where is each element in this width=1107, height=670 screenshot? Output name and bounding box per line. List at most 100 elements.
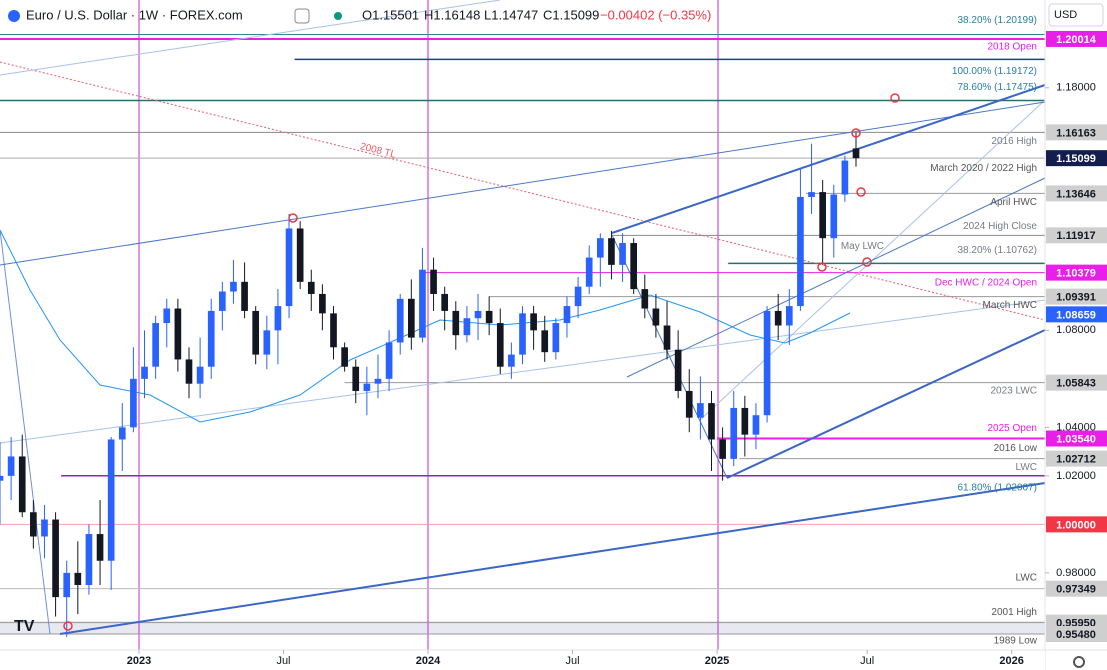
pivot-circles: [63, 93, 900, 631]
level-label: 38.20% (1.20199): [957, 15, 1037, 26]
pivot: [862, 257, 872, 267]
candle-body: [797, 196, 804, 307]
price-box-label: 1.16163: [1056, 127, 1096, 139]
level-label: 2024 High Close: [963, 221, 1037, 232]
candle-body: [52, 519, 59, 598]
candle-body: [452, 310, 460, 336]
candle-body: [174, 308, 182, 360]
change: −0.00402 (−0.35%): [600, 7, 711, 22]
candle-body: [685, 390, 693, 418]
price-box-label: 1.15099: [1056, 153, 1096, 165]
candle-body: [319, 293, 326, 314]
candle-body: [74, 572, 82, 585]
candle-body: [585, 257, 593, 287]
x-tick-label: 2023: [127, 655, 151, 667]
candle-body: [719, 439, 726, 459]
price-box-label: 1.20014: [1056, 34, 1097, 46]
candle-body: [752, 415, 760, 435]
high: H1.16148: [424, 7, 480, 22]
price-box-label: 1.13646: [1056, 188, 1096, 200]
pivot: [851, 128, 861, 138]
candle-body: [330, 313, 337, 348]
candle-body: [263, 330, 271, 355]
candle-body: [63, 572, 71, 598]
price-box: [1046, 150, 1107, 167]
trendline: [626, 177, 1046, 378]
candle-body: [741, 407, 749, 435]
flag-button[interactable]: [294, 8, 310, 24]
candle-body: [341, 347, 348, 367]
candle-body: [141, 366, 148, 379]
level-label: March HWC: [983, 300, 1037, 311]
candle-body: [519, 313, 526, 355]
channel-line: [611, 84, 1046, 234]
y-tick-label: 1.04000: [1056, 421, 1096, 433]
candle-body: [152, 323, 159, 367]
trendline: [0, 0, 501, 76]
candle-body: [485, 310, 493, 324]
candle-body: [697, 403, 704, 418]
price-box-label: 1.03540: [1056, 433, 1096, 445]
candle-body: [730, 407, 738, 459]
candle-body: [508, 354, 515, 367]
pivot: [890, 93, 900, 103]
logo: TV: [14, 618, 35, 635]
candle-body: [385, 342, 393, 379]
price-box-label: 1.05843: [1056, 378, 1096, 390]
currency-select[interactable]: [1048, 3, 1104, 27]
x-tick-label: 2024: [416, 655, 441, 667]
y-tick-label: 1.02000: [1056, 470, 1096, 482]
candle-body: [185, 359, 193, 384]
level-label: Dec HWC / 2024 Open: [935, 277, 1037, 288]
candle-body: [630, 243, 638, 290]
level-label: 1989 Low: [994, 636, 1038, 647]
price-box-label: 1.02712: [1056, 453, 1096, 465]
level-label: 38.20% (1.10762): [957, 245, 1037, 256]
settings-button[interactable]: [1073, 656, 1085, 668]
candle-body: [130, 378, 137, 428]
labels: 38.20% (1.20199) 2018 Open 100.00% (1.1917…: [359, 15, 1038, 647]
x-tick-label: Jul: [565, 655, 579, 667]
candle-body: [219, 291, 226, 311]
open: O1.15501: [362, 7, 419, 22]
level-label: 2018 Open: [988, 42, 1038, 53]
price-box: [1046, 516, 1107, 533]
price-box: [1046, 124, 1107, 141]
x-tick-label: 2026: [999, 655, 1023, 667]
level-label: 61.80% (1.02007): [957, 482, 1037, 493]
level-label: 78.60% (1.17475): [957, 82, 1037, 93]
price-axis: [1045, 0, 1107, 670]
trendline: [0, 61, 1046, 321]
currency: USD: [1054, 9, 1077, 21]
candle-body: [808, 192, 815, 197]
price-box: [1046, 30, 1107, 47]
candle-body: [196, 366, 204, 384]
candle-body: [419, 269, 426, 338]
candle-body: [774, 310, 782, 326]
price-box-label: 0.97349: [1056, 584, 1096, 596]
trendlines: [0, 0, 1046, 635]
close: C1.15099: [543, 7, 599, 22]
candle-body: [30, 512, 37, 537]
candle-body: [619, 243, 626, 265]
header: Euro / U.S. Dollar · 1W · FOREX.com O1.1…: [8, 3, 1104, 27]
price-box-label: 1.10379: [1056, 268, 1096, 280]
candle-body: [0, 475, 4, 481]
annotation: LWC: [1016, 462, 1037, 473]
price-box: [1046, 185, 1107, 202]
candle-body: [785, 306, 793, 326]
pivot: [817, 262, 827, 272]
candle-body: [363, 383, 371, 391]
x-tick-label: Jul: [276, 655, 290, 667]
candle-body: [274, 306, 282, 331]
candle-body: [441, 293, 449, 311]
price-box-label: 1.08659: [1056, 309, 1096, 321]
level-label: 2016 Low: [994, 443, 1038, 454]
price-box: [1046, 450, 1107, 467]
candle-body: [230, 281, 237, 292]
price-box: [1046, 264, 1107, 281]
candle-body: [118, 427, 126, 440]
candle-body: [474, 310, 482, 319]
